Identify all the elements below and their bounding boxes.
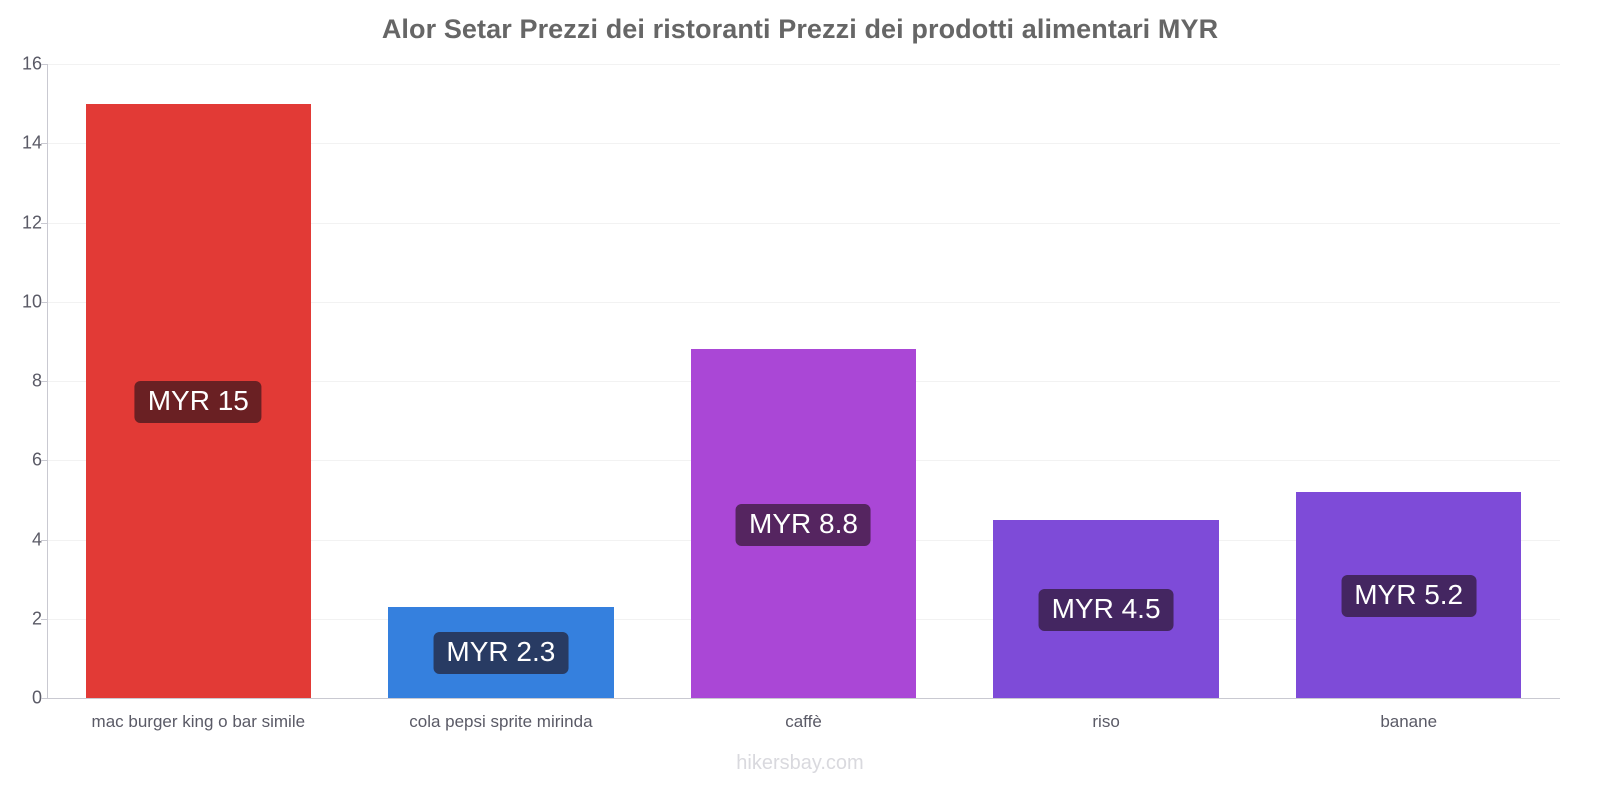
bar-value-label: MYR 8.8	[736, 503, 871, 546]
y-axis-tick-label: 0	[31, 687, 42, 708]
y-axis-tick-label: 8	[31, 370, 42, 391]
bar[interactable]: MYR 5.2	[1295, 491, 1522, 698]
y-axis-tick-label: 14	[21, 132, 42, 153]
y-axis-tick-mark	[41, 143, 47, 145]
x-axis-tick-label: mac burger king o bar simile	[91, 712, 306, 731]
y-axis-tick-mark	[41, 539, 47, 541]
y-axis-tick-mark	[41, 64, 47, 65]
y-axis-tick-label: 6	[31, 449, 42, 470]
gridline	[47, 222, 1560, 224]
chart-title: Alor Setar Prezzi dei ristoranti Prezzi …	[381, 14, 1219, 44]
x-axis-tick-label: riso	[1092, 712, 1120, 731]
y-axis-tick-mark	[41, 698, 47, 699]
x-axis-tick-label: banane	[1380, 712, 1438, 731]
y-axis-tick-mark	[41, 381, 47, 382]
x-axis-tick-label: caffè	[785, 712, 822, 731]
gridline	[47, 64, 1560, 65]
y-axis-tick-mark	[41, 460, 47, 462]
y-axis-tick-label: 4	[31, 529, 42, 549]
x-axis-tick-label: cola pepsi sprite mirinda	[409, 712, 593, 731]
gridline	[47, 143, 1560, 145]
plot-area: MYR 15 MYR 2.3 MYR 8.8 MYR 4.5 MYR 5.2	[47, 64, 1560, 698]
bar-value-label: MYR 5.2	[1341, 574, 1477, 617]
bar[interactable]: MYR 4.5	[993, 519, 1219, 698]
y-axis-tick-mark	[41, 618, 47, 620]
x-axis-line	[47, 698, 1560, 699]
y-axis-tick-label: 16	[21, 53, 42, 74]
bar[interactable]: MYR 2.3	[388, 606, 614, 698]
bar-value-label: MYR 2.3	[433, 632, 569, 675]
y-axis-tick-mark	[41, 301, 47, 303]
y-axis-tick-label: 10	[21, 291, 42, 312]
y-axis-line	[47, 64, 48, 698]
gridline	[47, 301, 1560, 303]
y-axis-tick-mark	[41, 222, 47, 224]
footer-credit: hikersbay.com	[736, 752, 864, 774]
bar-value-label: MYR 15	[134, 380, 262, 423]
y-axis-tick-label: 2	[31, 608, 42, 629]
bar[interactable]: MYR 8.8	[690, 349, 917, 698]
bar[interactable]: MYR 15	[85, 103, 311, 698]
bar-value-label: MYR 4.5	[1038, 588, 1174, 631]
y-axis-tick-label: 12	[21, 212, 42, 232]
